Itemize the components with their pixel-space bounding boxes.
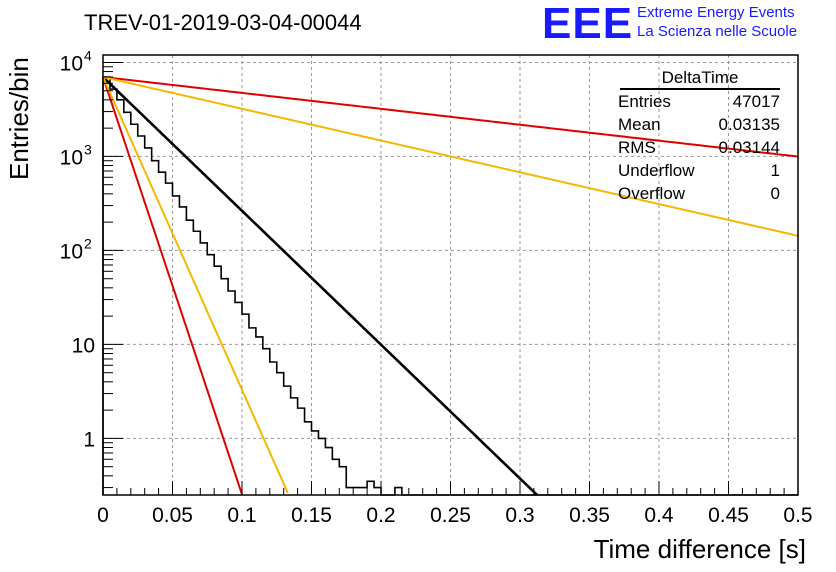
x-tick-label: 0.2 (366, 504, 395, 527)
x-tick-label: 0.4 (644, 504, 674, 527)
x-axis: 0 0.05 0.1 0.15 0.2 0.25 0.3 0.35 0.4 0.45 0.5 (97, 481, 813, 527)
y-tick-label: 10 (60, 146, 83, 169)
stats-row: Underflow 1 (618, 161, 780, 180)
x-tick-label: 0 (97, 504, 109, 527)
x-tick-label: 0.45 (708, 504, 749, 527)
y-axis-label: Entries/bin (4, 57, 34, 180)
logo-line-1: Extreme Energy Events (637, 4, 795, 21)
stats-row: RMS 0.03144 (618, 138, 780, 157)
x-tick-label: 0.05 (152, 504, 193, 527)
stats-row: Mean 0.03135 (618, 115, 780, 134)
stats-row: Entries 47017 (618, 92, 780, 111)
x-tick-label: 0.1 (227, 504, 256, 527)
x-tick-label: 0.25 (430, 504, 471, 527)
y-tick-exponent: 4 (84, 47, 92, 63)
x-tick-label: 0.15 (291, 504, 332, 527)
y-tick-label: 1 (83, 428, 95, 451)
plot-title: TREV-01-2019-03-04-00044 (84, 10, 362, 35)
fit-curve-4 (102, 76, 289, 494)
logo-line-2: La Scienza nelle Scuole (637, 23, 798, 40)
y-tick-exponent: 3 (84, 141, 92, 157)
fit-curve-3 (102, 76, 244, 495)
x-tick-label: 0.35 (569, 504, 610, 527)
x-tick-label: 0.3 (505, 504, 534, 527)
y-tick-exponent: 2 (84, 235, 92, 251)
grid (103, 55, 798, 495)
fit-curve-1 (102, 76, 799, 158)
stats-row: Overflow 0 (618, 184, 780, 203)
x-axis-label: Time difference [s] (593, 534, 806, 564)
y-tick-label: 10 (60, 240, 83, 263)
eee-logo: EEE (542, 0, 634, 48)
fit-curves (102, 76, 799, 496)
x-tick-label: 0.5 (783, 504, 812, 527)
fit-curve-0 (102, 76, 538, 496)
stats-title: DeltaTime (620, 68, 780, 90)
stats-box: DeltaTime Entries 47017 Mean 0.03135 RMS 0.… (610, 68, 780, 205)
fit-curve-2 (102, 76, 799, 237)
y-tick-label: 10 (72, 334, 95, 357)
y-tick-label: 10 (60, 52, 83, 75)
